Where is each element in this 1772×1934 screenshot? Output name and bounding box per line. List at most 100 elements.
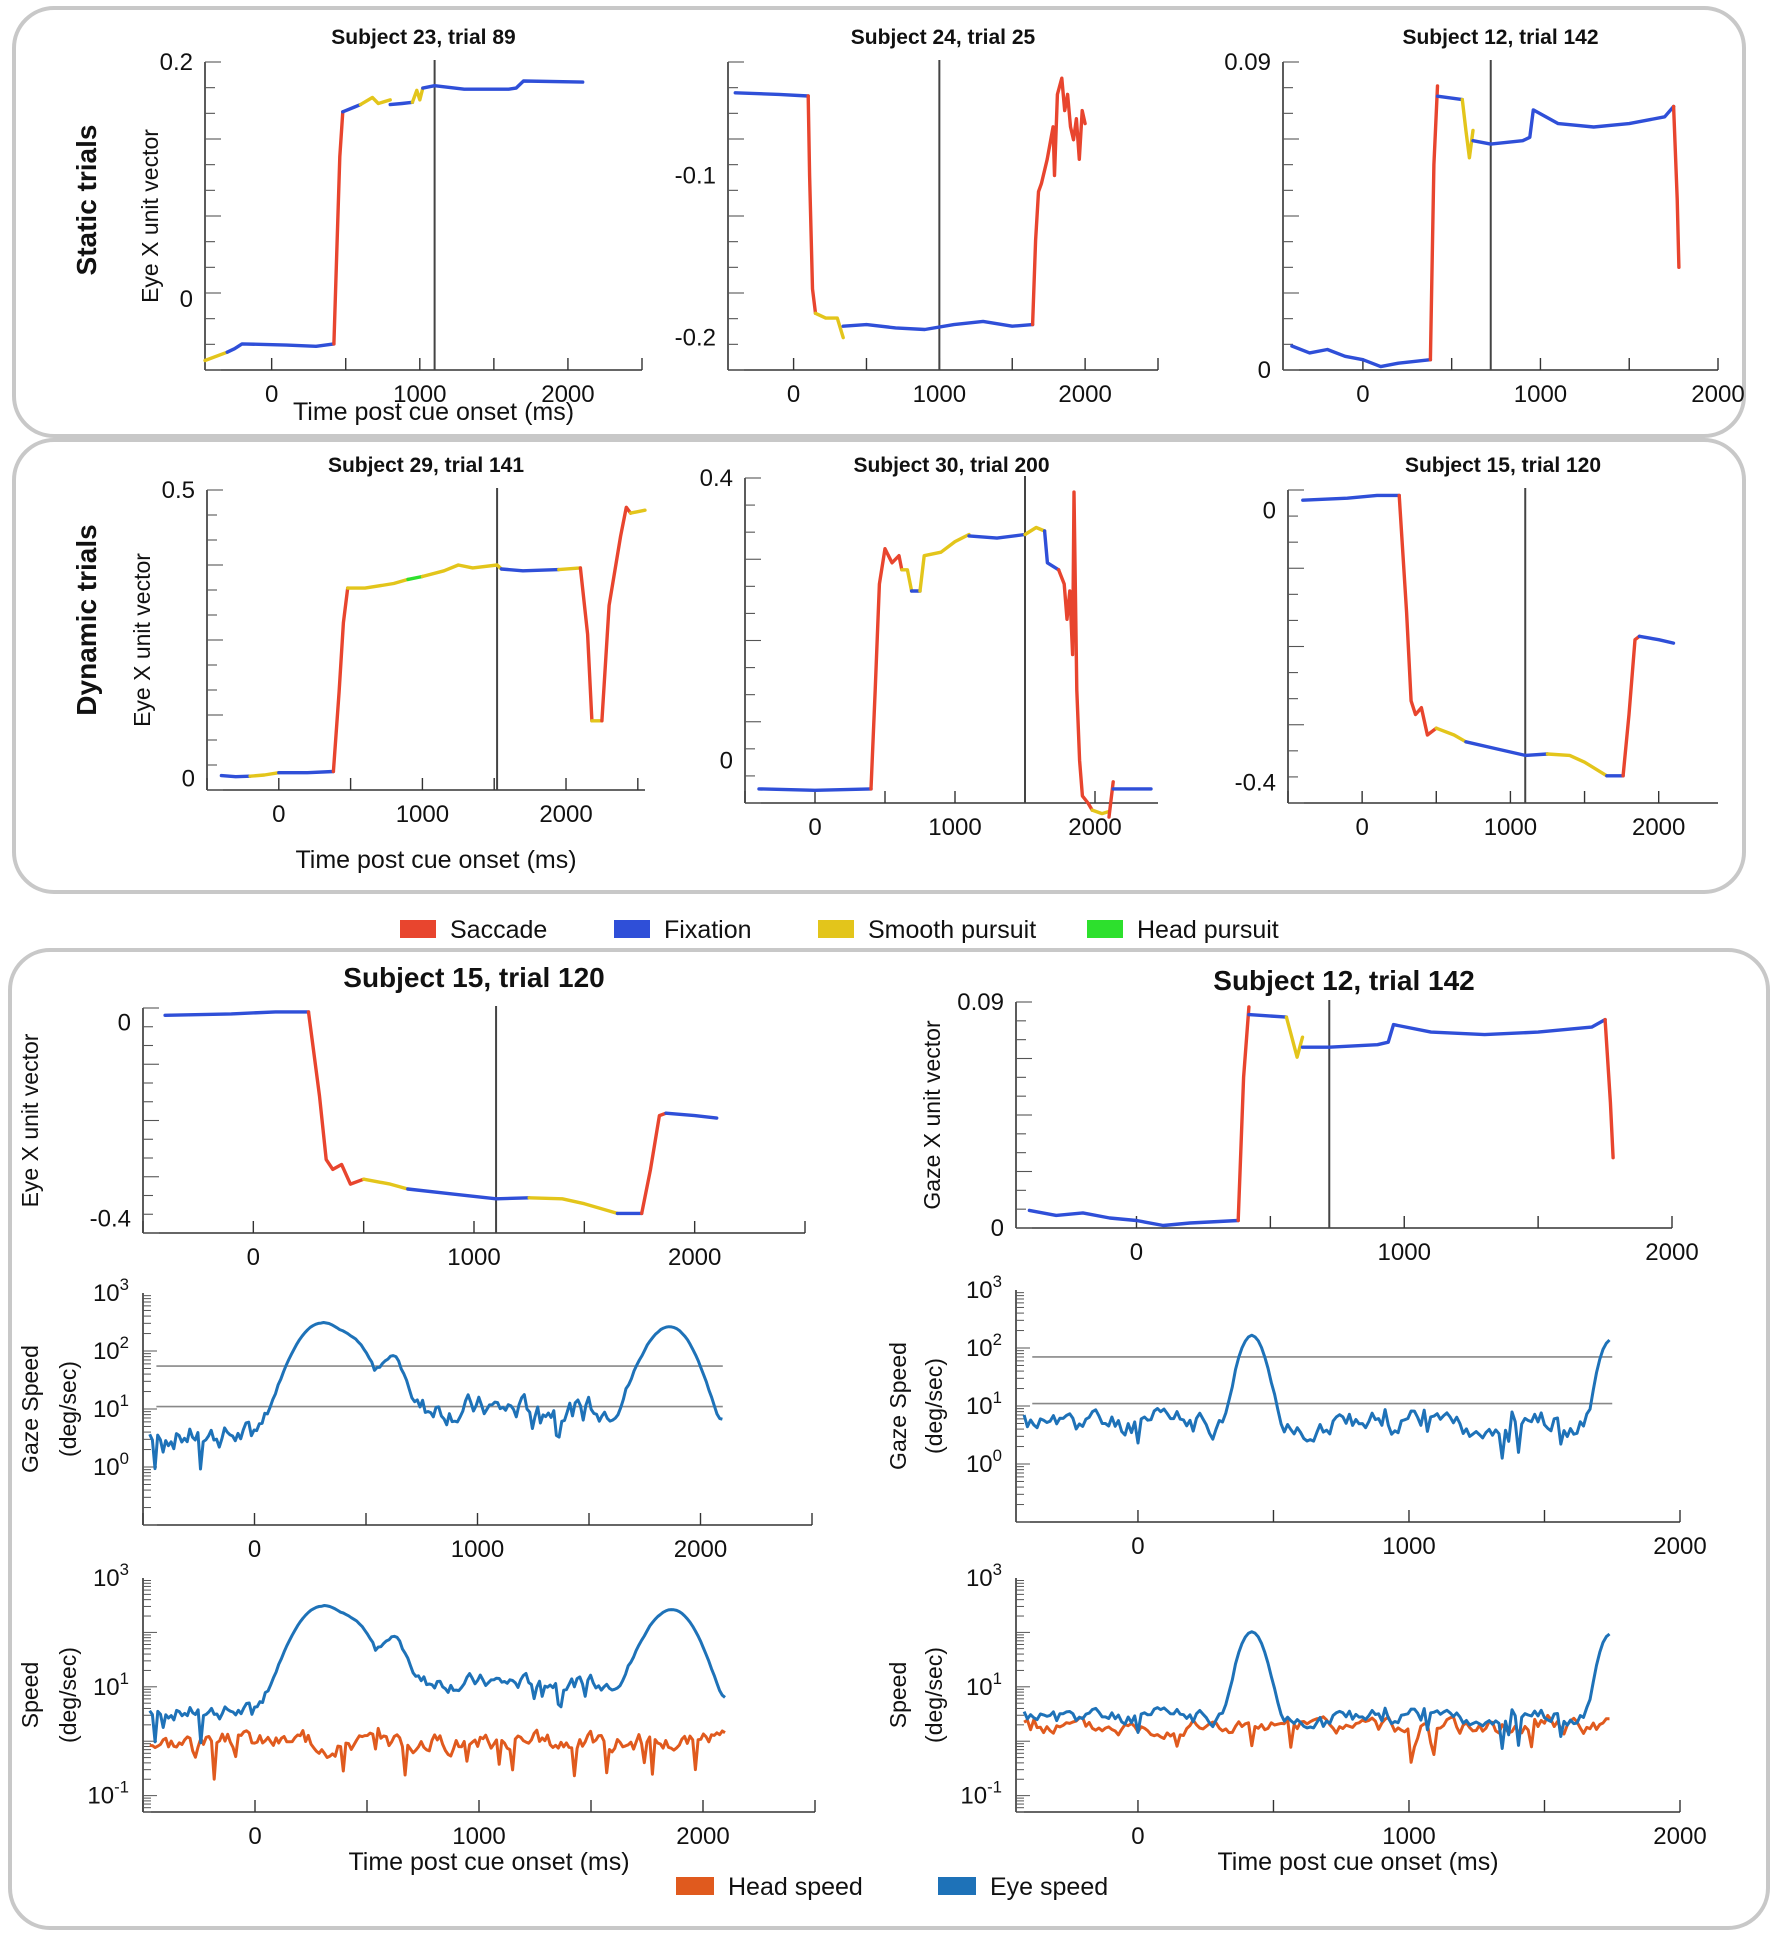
x-tick-label: 0 (1131, 1823, 1144, 1850)
segment-fixation (664, 1111, 719, 1120)
segment-fixation (733, 91, 810, 98)
series-eye-speed (1022, 1630, 1611, 1750)
segment-pursuit (1023, 525, 1047, 537)
y-axis-label-unit: (deg/sec) (55, 1361, 81, 1457)
x-tick-label: 0 (248, 1536, 261, 1563)
segment-pursuit (527, 1196, 620, 1216)
chart-title: Subject 24, trial 25 (851, 26, 1036, 49)
chart-b12_speed: 0 1000 2000 10-1 101 103 Time post cue onset (… (885, 1560, 1707, 1876)
x-axis-label: Time post cue onset (ms) (295, 846, 576, 874)
y-axis-label: Eye X unit vector (129, 553, 155, 727)
segment-pursuit (358, 95, 392, 107)
segment-pursuit (410, 86, 425, 104)
series-eye-speed (148, 1604, 726, 1745)
y-axis-label-unit: (deg/sec) (55, 1647, 81, 1743)
x-tick-label: 2000 (541, 381, 594, 408)
x-tick-label: 1000 (393, 381, 446, 408)
segment-fixation (1435, 94, 1464, 102)
y-tick-label: -0.4 (1235, 770, 1276, 797)
x-tick-label: 0 (1355, 814, 1368, 841)
segment-pursuit (346, 577, 410, 590)
series-gaze-speed (1022, 1333, 1611, 1460)
x-tick-label: 2000 (1068, 814, 1121, 841)
x-tick-label: 1000 (451, 1536, 504, 1563)
legend-swatch (1087, 920, 1123, 938)
x-tick-label: 2000 (1645, 1239, 1698, 1266)
segment-pursuit (1284, 1015, 1305, 1059)
x-tick-label: 2000 (1058, 381, 1111, 408)
x-tick-label: 0 (787, 381, 800, 408)
y-axis-label: Eye X unit vector (17, 1033, 43, 1207)
segment-fixation (1637, 634, 1676, 645)
legend-label: Fixation (664, 916, 752, 944)
segment-pursuit (1434, 726, 1468, 744)
y-tick-label: -0.2 (675, 325, 716, 352)
segment-saccade (1671, 104, 1681, 269)
segment-pursuit (813, 311, 845, 340)
segment-fixation (163, 1010, 311, 1017)
x-tick-label: 2000 (1691, 381, 1744, 408)
y-tick-label: 101 (93, 1669, 129, 1701)
chart-title: Subject 30, trial 200 (853, 454, 1049, 477)
y-tick-label: 0 (1263, 497, 1276, 524)
segment-fixation (1247, 1012, 1289, 1019)
x-tick-label: 2000 (1632, 814, 1685, 841)
y-tick-label: -0.1 (675, 162, 716, 189)
segment-saccade (1621, 634, 1642, 778)
segment-saccade (1030, 76, 1087, 327)
legend-swatch (614, 920, 650, 938)
dynamic-panel (12, 438, 1746, 894)
y-tick-label: 100 (966, 1446, 1002, 1478)
segment-saccade (332, 110, 345, 346)
legend-swatch (676, 1877, 714, 1895)
y-tick-label: 0.09 (1224, 49, 1271, 76)
y-tick-label: 103 (966, 1560, 1002, 1592)
segment-pursuit (557, 566, 583, 572)
segment-saccade (1428, 84, 1440, 362)
chart-b15_pos: 0 1000 2000 0 -0.4 Subject 15, trial 120 Eye X… (17, 962, 806, 1271)
x-tick-label: 1000 (452, 1823, 505, 1850)
y-axis-label: Gaze Speed (885, 1342, 911, 1470)
y-axis-label: Speed (17, 1662, 43, 1729)
segment-fixation (341, 102, 363, 114)
segment-saccade (1397, 493, 1438, 737)
chart-s15: 0 1000 2000 0 -0.4 Subject 15, trial 120 (1235, 454, 1718, 841)
segment-fixation (1464, 740, 1550, 758)
x-tick-label: 0 (1130, 1239, 1143, 1266)
x-tick-label: 2000 (676, 1823, 729, 1850)
y-tick-label: 102 (966, 1330, 1002, 1362)
y-tick-label: 103 (93, 1275, 129, 1307)
segment-pursuit (248, 771, 281, 778)
segment-saccade (578, 566, 594, 723)
chart-s29: 0 1000 2000 0 0.5 Subject 29, trial 141 Time p… (129, 454, 647, 874)
segment-fixation (757, 787, 873, 792)
x-tick-label: 0 (265, 381, 278, 408)
chart-title: Subject 23, trial 89 (331, 26, 515, 49)
segment-fixation (388, 100, 415, 107)
y-tick-label: 103 (966, 1272, 1002, 1304)
segment-pursuit (1460, 97, 1475, 160)
segment-saccade (600, 505, 633, 723)
y-tick-label: 0 (118, 1010, 131, 1037)
legend-label: Head pursuit (1137, 916, 1279, 944)
segment-fixation (421, 79, 585, 91)
segment-saccade (640, 1111, 668, 1216)
x-tick-label: 0 (1131, 1533, 1144, 1560)
segment-pursuit (1090, 808, 1111, 816)
x-axis-label: Time post cue onset (ms) (293, 398, 574, 426)
segment-fixation (1301, 493, 1401, 502)
x-tick-label: 1000 (1382, 1533, 1435, 1560)
y-tick-label: 0.4 (700, 465, 733, 492)
segment-pursuit (203, 350, 229, 363)
y-axis-label-unit: (deg/sec) (921, 1647, 947, 1743)
chart-title: Subject 15, trial 120 (343, 962, 604, 993)
segment-saccade (1107, 780, 1115, 819)
chart-b12_gaze: 0 1000 2000 100 101 102 103 Gaze Speed (deg/sec) (885, 1272, 1707, 1560)
x-tick-label: 0 (1356, 381, 1369, 408)
y-tick-label: 101 (966, 1388, 1002, 1420)
segment-pursuit (628, 508, 647, 515)
legend-label: Eye speed (990, 1873, 1108, 1901)
x-tick-label: 1000 (1378, 1239, 1431, 1266)
segment-saccade (331, 586, 350, 774)
